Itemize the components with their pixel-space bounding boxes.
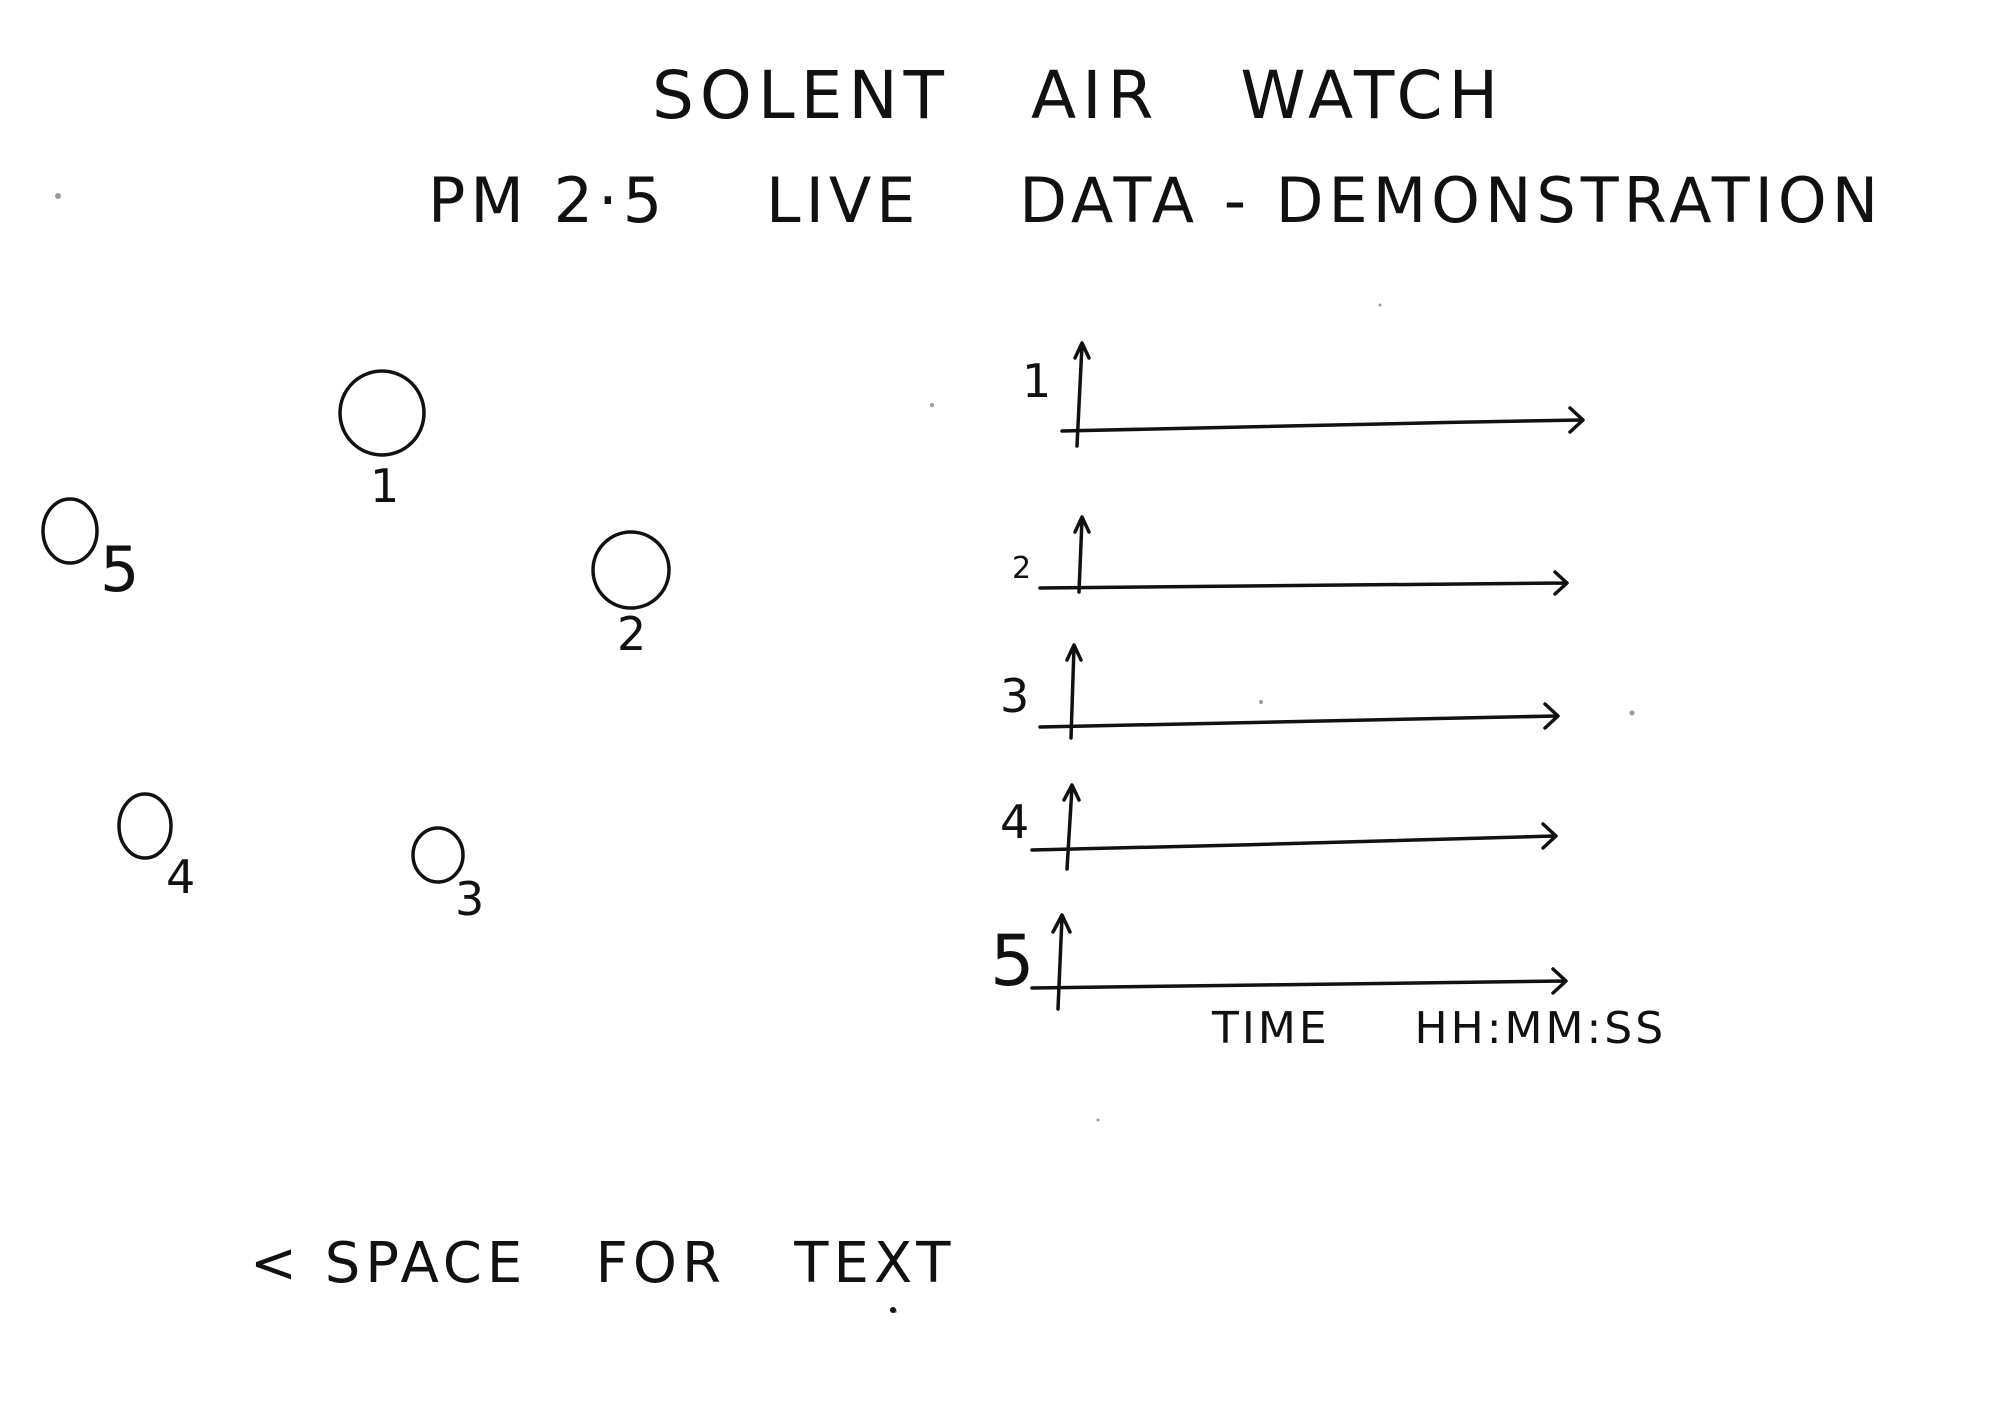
sensor-map: 1 2 3 4 5 [41,369,671,926]
sensor-marker[interactable]: 1 [338,369,426,513]
chart-panel[interactable]: 2 [1012,515,1569,596]
x-axis-arrow-icon [1038,702,1560,730]
chart-label: 2 [1012,551,1031,586]
y-axis-arrow-icon [1051,913,1072,1011]
page-subtitle: PM 2·5 LIVE DATA - DEMONSTRATION [428,164,1883,237]
chart-label: 4 [1000,795,1029,849]
sensor-number: 1 [370,459,399,513]
chart-label: 3 [1000,669,1029,723]
chart-panel[interactable]: 3 [1000,643,1560,740]
sensor-marker[interactable]: 5 [41,497,139,606]
sensor-circle-icon[interactable] [338,369,426,457]
text-placeholder: < SPACE FOR TEXT [250,1231,955,1296]
x-axis-arrow-icon [1060,406,1585,434]
chart-panel[interactable]: 5 [990,913,1568,1011]
footer-dot [890,1307,896,1313]
chart-panels: 1 2 3 4 5 TIME HH:MM:SS [990,341,1666,1054]
sensor-number: 2 [617,607,646,661]
sensor-marker[interactable]: 3 [411,826,484,926]
y-axis-arrow-icon [1073,515,1091,594]
x-axis-arrow-icon [1038,570,1569,596]
sensor-circle-icon[interactable] [411,826,465,884]
y-axis-arrow-icon [1065,643,1083,740]
chart-label: 1 [1022,354,1051,408]
x-axis-arrow-icon [1030,967,1568,995]
sensor-number: 5 [100,533,139,606]
chart-label: 5 [990,920,1035,1002]
paper-specks [55,193,1635,1313]
sensor-circle-icon[interactable] [41,497,99,565]
time-axis-label: TIME HH:MM:SS [1211,1003,1666,1054]
y-axis-arrow-icon [1062,783,1081,871]
sensor-marker[interactable]: 2 [591,530,671,661]
x-axis-arrow-icon [1030,822,1558,852]
sensor-number: 3 [455,872,484,926]
sensor-marker[interactable]: 4 [117,792,195,904]
sensor-number: 4 [166,850,195,904]
chart-panel[interactable]: 1 [1022,341,1585,448]
chart-panel[interactable]: 4 [1000,783,1558,871]
page-title: SOLENT AIR WATCH [652,57,1504,134]
sensor-circle-icon[interactable] [117,792,173,860]
sensor-circle-icon[interactable] [591,530,671,610]
